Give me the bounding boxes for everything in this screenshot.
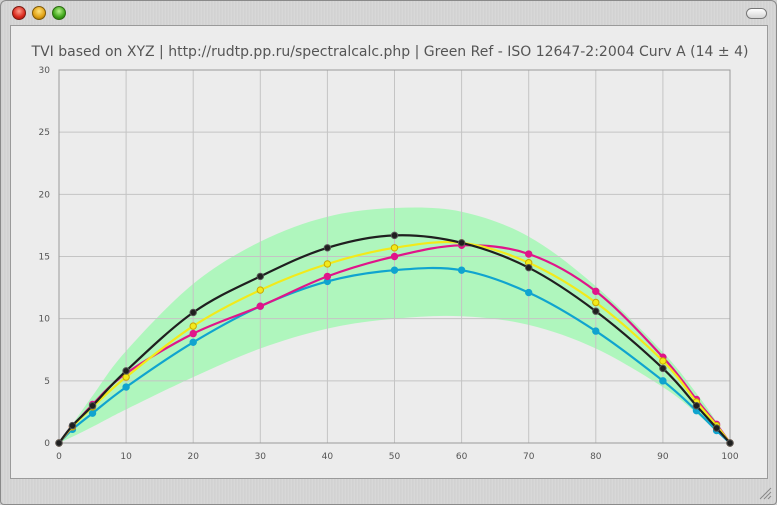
title-bar — [1, 1, 776, 25]
data-point-cyan — [659, 377, 667, 385]
y-tick-label: 10 — [39, 315, 51, 325]
data-point-black — [189, 308, 197, 317]
plot-frame — [58, 69, 731, 444]
data-point-black — [256, 272, 265, 281]
data-point-black — [525, 263, 533, 272]
chart-panel: TVI based on XYZ | http://rudtp.pp.ru/sp… — [10, 25, 768, 479]
x-tick-label: 90 — [657, 452, 669, 462]
data-point-black — [55, 439, 63, 447]
x-tick-label: 60 — [456, 452, 468, 462]
resize-grip-icon[interactable] — [758, 486, 772, 500]
data-point-yellow — [659, 357, 667, 365]
data-point-magenta — [256, 302, 265, 310]
data-point-magenta — [592, 287, 600, 296]
x-tick-label: 40 — [322, 452, 334, 462]
data-point-cyan — [390, 266, 399, 274]
y-tick-label: 20 — [39, 190, 51, 200]
data-point-black — [68, 421, 77, 430]
data-point-black — [88, 402, 97, 410]
x-tick-label: 70 — [523, 452, 535, 462]
data-point-cyan — [525, 288, 533, 297]
data-point-yellow — [122, 373, 130, 381]
data-point-cyan — [122, 383, 130, 391]
data-point-yellow — [390, 244, 399, 252]
data-point-cyan — [457, 266, 466, 274]
data-point-black — [390, 231, 399, 240]
x-tick-label: 100 — [721, 452, 738, 462]
data-point-magenta — [323, 272, 332, 281]
data-point-black — [592, 307, 600, 315]
data-point-black — [712, 424, 721, 432]
data-point-black — [726, 439, 734, 447]
minimize-window-button[interactable] — [32, 6, 46, 20]
y-tick-label: 25 — [39, 128, 50, 138]
x-tick-label: 20 — [187, 452, 199, 462]
data-point-yellow — [256, 286, 265, 294]
x-tick-label: 0 — [56, 452, 62, 462]
x-tick-label: 10 — [120, 452, 132, 462]
chart-title: TVI based on XYZ | http://rudtp.pp.ru/sp… — [31, 44, 749, 60]
data-point-black — [457, 239, 466, 247]
data-point-yellow — [592, 298, 600, 307]
y-tick-label: 15 — [39, 253, 50, 263]
x-tick-label: 30 — [255, 452, 267, 462]
tolerance-band — [59, 207, 730, 443]
data-point-magenta — [390, 252, 399, 261]
y-tick-label: 5 — [44, 377, 50, 387]
x-tick-label: 50 — [389, 452, 401, 462]
data-point-yellow — [323, 260, 332, 268]
data-point-cyan — [592, 327, 600, 335]
data-point-yellow — [189, 322, 197, 330]
data-point-cyan — [88, 409, 97, 417]
close-window-button[interactable] — [12, 6, 26, 20]
zoom-window-button[interactable] — [52, 6, 66, 20]
x-tick-label: 80 — [590, 452, 602, 462]
data-point-black — [659, 364, 667, 373]
tvi-chart: 0 10 20 30 40 50 60 70 80 90 100 0 5 10 15 20 25 30 — [39, 66, 739, 462]
data-point-magenta — [189, 329, 197, 338]
data-point-magenta — [525, 250, 533, 258]
data-point-cyan — [189, 338, 197, 346]
toolbar-toggle-button[interactable] — [746, 8, 767, 19]
data-point-black — [323, 244, 332, 252]
y-tick-label: 0 — [44, 439, 50, 449]
data-point-black — [692, 402, 701, 410]
y-tick-label: 30 — [39, 66, 51, 76]
data-point-black — [122, 367, 130, 375]
